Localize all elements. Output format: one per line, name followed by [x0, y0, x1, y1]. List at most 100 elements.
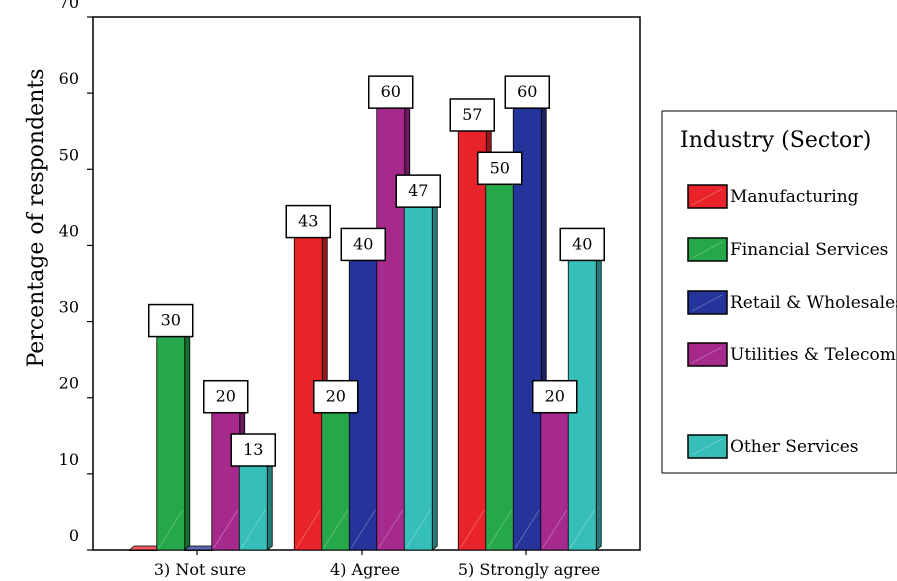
data-label-box: [340, 227, 386, 262]
data-label-text: 40: [572, 234, 592, 253]
data-label: 60: [504, 75, 550, 109]
y-tick-label: 50: [59, 145, 79, 164]
bar-front: [321, 397, 351, 551]
data-label-box: [285, 204, 331, 239]
legend-label: Financial Services: [730, 240, 888, 260]
bar: [238, 446, 274, 551]
legend-label: Retail & Wholesales: [730, 293, 897, 313]
legend-label: Utilities & Telecoms: [730, 345, 897, 365]
data-label: 43: [285, 204, 331, 239]
bar-front: [156, 321, 186, 551]
data-label-text: 20: [326, 387, 346, 406]
data-label-text: 40: [353, 234, 373, 253]
data-label: 20: [203, 379, 249, 414]
legend-swatch-highlight: [691, 438, 723, 456]
data-label-text: 60: [517, 82, 537, 101]
legend-label: Manufacturing: [730, 187, 859, 207]
data-label-box: [368, 75, 414, 109]
data-label-text: 43: [298, 212, 318, 231]
bar-front: [457, 115, 487, 551]
data-label: 40: [340, 227, 386, 262]
data-label-text: 13: [243, 440, 263, 459]
legend: Industry (Sector) Manufacturing Financial…: [661, 110, 897, 474]
y-tick-label: 20: [59, 374, 79, 393]
data-label: 60: [368, 75, 414, 109]
data-label-text: 20: [545, 387, 565, 406]
bar-highlight: [240, 509, 266, 549]
bar-highlight: [378, 509, 404, 549]
bar: [155, 316, 191, 551]
y-tick-label: 30: [59, 298, 79, 317]
data-label: 47: [395, 174, 441, 208]
data-label-box: [504, 75, 550, 109]
legend-item: Financial Services: [687, 237, 888, 262]
data-label-text: 57: [462, 105, 482, 124]
bar: [403, 187, 439, 551]
bar-highlight: [158, 509, 184, 549]
data-label: 57: [449, 98, 495, 132]
data-label-box: [148, 303, 194, 338]
bar-side: [184, 316, 191, 551]
bar-front: [238, 450, 268, 551]
bar-front: [403, 191, 433, 551]
bar-highlight: [213, 509, 239, 549]
legend-swatch-highlight: [691, 294, 723, 312]
bar-front: [485, 168, 515, 551]
bar-highlight: [295, 509, 321, 549]
data-label-text: 47: [408, 181, 428, 200]
bar: [293, 217, 329, 551]
data-label: 20: [313, 379, 359, 414]
data-label-box: [395, 174, 441, 208]
legend-swatch-highlight: [691, 241, 723, 259]
data-label-text: 30: [161, 311, 181, 330]
data-label-box: [313, 379, 359, 414]
data-label-box: [203, 379, 249, 414]
bar-highlight: [459, 509, 485, 549]
y-tick-label: 40: [59, 221, 79, 240]
data-label-box: [477, 151, 523, 186]
legend-swatch-highlight: [691, 346, 723, 364]
bar-highlight: [350, 509, 376, 549]
plot-area: 0 10 20 30 40 50 60 70 3) Not sure 4) Agree 5) Str…: [59, 0, 641, 579]
bar-front: [183, 549, 213, 551]
data-label-text: 60: [381, 82, 401, 101]
bar-highlight: [514, 509, 540, 549]
legend-item: Other Services: [687, 434, 859, 459]
y-tick-label: 10: [59, 450, 79, 469]
data-label-text: 20: [216, 387, 236, 406]
data-label-box: [230, 433, 276, 467]
x-tick-label: 5) Strongly agree: [458, 560, 600, 579]
bar-highlight: [405, 509, 431, 549]
data-label: 13: [230, 433, 276, 467]
y-tick-label: 60: [59, 69, 79, 88]
bar-highlight: [487, 509, 513, 549]
data-label-text: 50: [490, 158, 510, 177]
legend-item: Manufacturing: [687, 184, 859, 209]
data-label: 20: [532, 379, 578, 414]
x-tick-label: 4) Agree: [330, 560, 400, 579]
legend-swatch-highlight: [691, 188, 723, 206]
y-axis-label: Percentage of respondents: [24, 68, 49, 367]
data-label-box: [449, 98, 495, 132]
legend-item: Utilities & Telecoms: [687, 342, 897, 367]
bar-highlight: [569, 509, 595, 549]
legend-item: Retail & Wholesales: [687, 290, 897, 315]
bar-side: [431, 187, 438, 551]
bar-front: [128, 549, 158, 551]
data-label-box: [532, 379, 578, 414]
bar-side: [595, 240, 602, 551]
x-tick-label: 3) Not sure: [154, 560, 246, 579]
bar-front: [211, 397, 241, 551]
data-label-box: [559, 227, 605, 262]
data-label: 30: [148, 303, 194, 338]
y-tick-label: 70: [59, 0, 79, 12]
legend-title: Industry (Sector): [680, 128, 871, 153]
legend-label: Other Services: [730, 437, 859, 457]
bar-front: [376, 92, 406, 551]
y-tick-label: 0: [69, 526, 79, 545]
bar-highlight: [542, 509, 568, 549]
data-label: 40: [559, 227, 605, 262]
bar-highlight: [323, 509, 349, 549]
bar-front: [540, 397, 570, 551]
